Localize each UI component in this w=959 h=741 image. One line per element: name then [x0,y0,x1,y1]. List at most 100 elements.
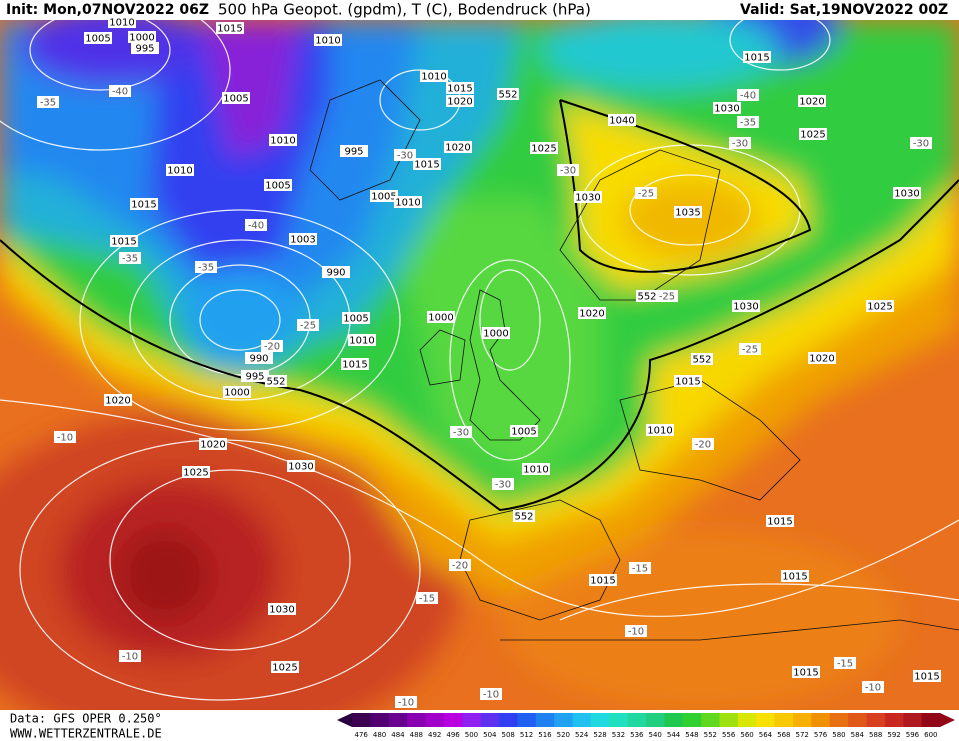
colorbar-label: 544 [667,731,681,739]
colorbar-label: 508 [502,731,515,739]
colorbar-swatch [903,713,923,727]
colorbar-swatch [388,713,408,727]
isobar-label-box [578,307,606,319]
geopotential-label-box [513,510,535,522]
colorbar-swatch [664,713,684,727]
isobar-label-box [808,352,836,364]
temperature-label: -30 [397,151,413,162]
colorbar-low-arrow [337,713,352,727]
temperature-label: -10 [865,683,881,694]
isobar-label-box [241,370,269,382]
temperature-label: -15 [419,594,435,605]
isobar-label: 1030 [733,302,758,313]
isobar-label: 1015 [793,668,818,679]
isobar-label: 1015 [675,377,700,388]
temperature-label-box [739,343,761,355]
colorbar-swatch [407,713,426,727]
temperature-label-box [692,438,714,450]
isobar-label: 1010 [109,18,134,29]
colorbar-label: 596 [906,731,920,739]
temperature-label-box [834,657,856,669]
colorbar-swatch [517,713,537,727]
isobar-label-box [223,386,251,398]
isobar-label-box [589,574,617,586]
colorbar-swatch [646,713,665,727]
isobar-label: 1010 [315,36,340,47]
colorbar-swatch [572,713,592,727]
isobar-label-box [166,164,194,176]
colorbar-swatch [848,713,867,727]
isobar-label: 990 [326,268,345,279]
isobar-label-box [713,102,741,114]
temperature-label-box [450,426,472,438]
isobar-label-box [314,34,342,46]
temperature-label: -30 [495,480,511,491]
colorbar-label: 560 [740,731,753,739]
temperature-label-box [54,431,76,443]
isobar-label: 1015 [111,237,136,248]
isobar-label-box [340,145,368,157]
isobar-label: 1020 [579,309,604,320]
colorbar-label: 476 [355,731,369,739]
isobar-label-box [482,327,510,339]
colorbar-swatch [499,713,518,727]
colorbar-swatch [480,713,500,727]
isobar-label: 1030 [714,104,739,115]
colorbar-label: 480 [373,731,386,739]
isobar-label: 1020 [445,143,470,154]
temperature-label-box [737,116,759,128]
temperature-label: -30 [560,166,576,177]
isobar-label: 1020 [809,354,834,365]
isobar-label: 1015 [217,24,242,35]
isobar-label: 1020 [447,97,472,108]
isobar-label-box [108,16,136,28]
isobar-label-box [866,300,894,312]
map-title: 500 hPa Geopot. (gpdm), T (C), Bodendruc… [218,1,591,19]
init-time: Init: Mon,07NOV2022 06Z [6,2,209,18]
temperature-label: -25 [742,345,758,356]
isobar-label: 1003 [290,235,315,246]
geopotential-label-box [691,353,713,365]
isobar-label: 1015 [914,672,939,683]
temperature-label: -35 [198,263,214,274]
colorbar-swatch [793,713,812,727]
isobar-label: 1000 [224,388,249,399]
isobar-label: 1015 [590,576,615,587]
colorbar-label: 492 [428,731,441,739]
isobar-label-box [446,82,474,94]
temperature-label-box [416,592,438,604]
isobar-label: 1015 [767,517,792,528]
temperature-label-box [119,252,141,264]
site: WWW.WETTERZENTRALE.DE [10,727,162,741]
isobar-label: 1015 [131,200,156,211]
isobar-label-box [446,95,474,107]
isobar-label: 1035 [675,208,700,219]
isobar-label-box [444,141,472,153]
isobar-label-box [131,42,159,54]
colorbar-label: 588 [869,731,882,739]
isobar-label: 1010 [523,465,548,476]
colorbar-label: 488 [410,731,423,739]
isobar-label-box [646,424,674,436]
colorbar-swatch [756,713,776,727]
isobar-label: 1005 [85,34,110,45]
isobar-label: 995 [135,44,154,55]
colorbar-swatch [443,713,463,727]
colorbar-swatch [719,713,739,727]
isobar-label: 1025 [183,468,208,479]
temperature-label: -40 [248,221,264,232]
colorbar-label: 548 [685,731,698,739]
isobar-label-box [110,235,138,247]
temperature-label-box [37,96,59,108]
geopotential-label-box [265,375,287,387]
isobar-label-box [792,666,820,678]
isobar-label-box [271,661,299,673]
temperature-label-box [910,137,932,149]
colorbar-swatch [829,713,849,727]
isobar-label: 1030 [894,189,919,200]
isobar-label: 1005 [371,192,396,203]
temperature-label: -40 [740,91,756,102]
colorbar-swatch [554,713,573,727]
